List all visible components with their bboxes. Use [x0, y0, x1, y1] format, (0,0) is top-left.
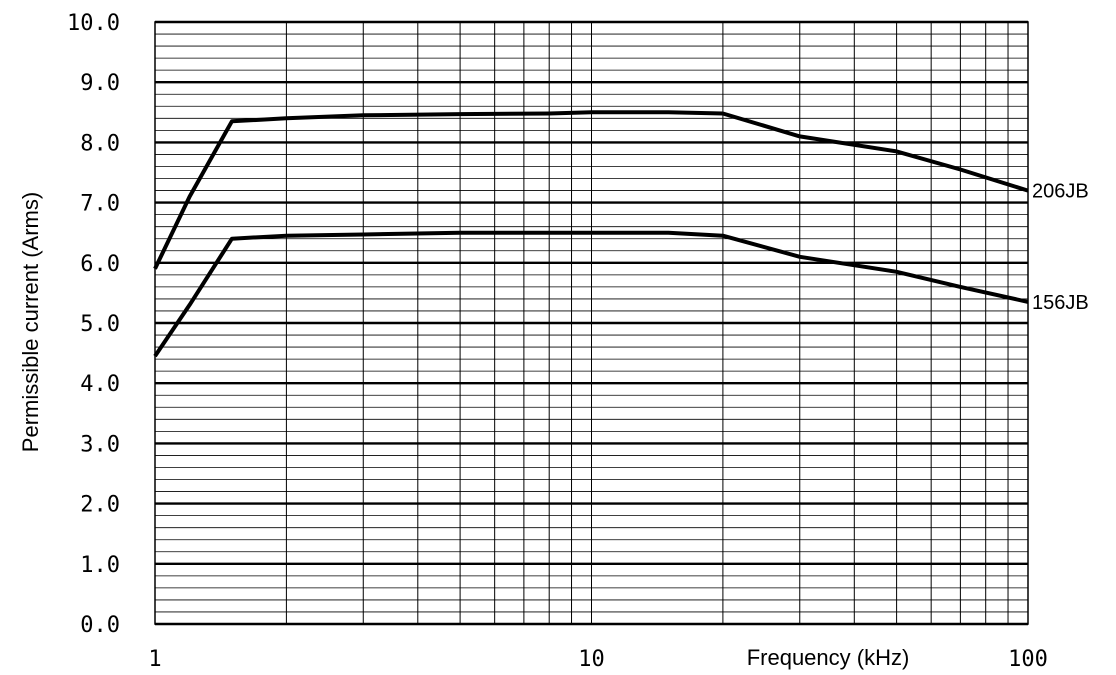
- y-tick-label: 0.0: [80, 613, 120, 638]
- x-tick-label: 1: [148, 647, 161, 672]
- y-tick-label: 7.0: [80, 192, 120, 217]
- y-tick-labels: 0.0 1.0 2.0 3.0 4.0 5.0 6.0 7.0 8.0 9.0 10.0: [67, 11, 120, 638]
- y-tick-label: 8.0: [80, 131, 120, 156]
- y-tick-label: 9.0: [80, 71, 120, 96]
- plot-border: [154, 21, 1029, 625]
- y-tick-label: 6.0: [80, 252, 120, 277]
- y-axis-title: Permissible current (Arms): [18, 192, 43, 452]
- series-line-206JB: [153, 110, 1029, 270]
- x-tick-labels: 1 10 100: [148, 647, 1048, 672]
- y-tick-label: 2.0: [80, 493, 120, 518]
- series-label-156JB: 156JB: [1032, 292, 1089, 314]
- series-labels: 206JB 156JB: [1032, 181, 1089, 314]
- y-tick-label: 4.0: [80, 372, 120, 397]
- series-label-206JB: 206JB: [1032, 181, 1089, 203]
- x-axis-title: Frequency (kHz): [747, 645, 910, 670]
- y-tick-label: 5.0: [80, 312, 120, 337]
- grid: [154, 20, 1029, 626]
- x-tick-label: 10: [578, 647, 605, 672]
- x-tick-label: 100: [1008, 647, 1048, 672]
- series-line-156JB: [153, 230, 1029, 358]
- y-tick-label: 1.0: [80, 553, 120, 578]
- y-tick-label: 3.0: [80, 432, 120, 457]
- series-lines: [153, 110, 1029, 358]
- y-tick-label: 10.0: [67, 11, 120, 36]
